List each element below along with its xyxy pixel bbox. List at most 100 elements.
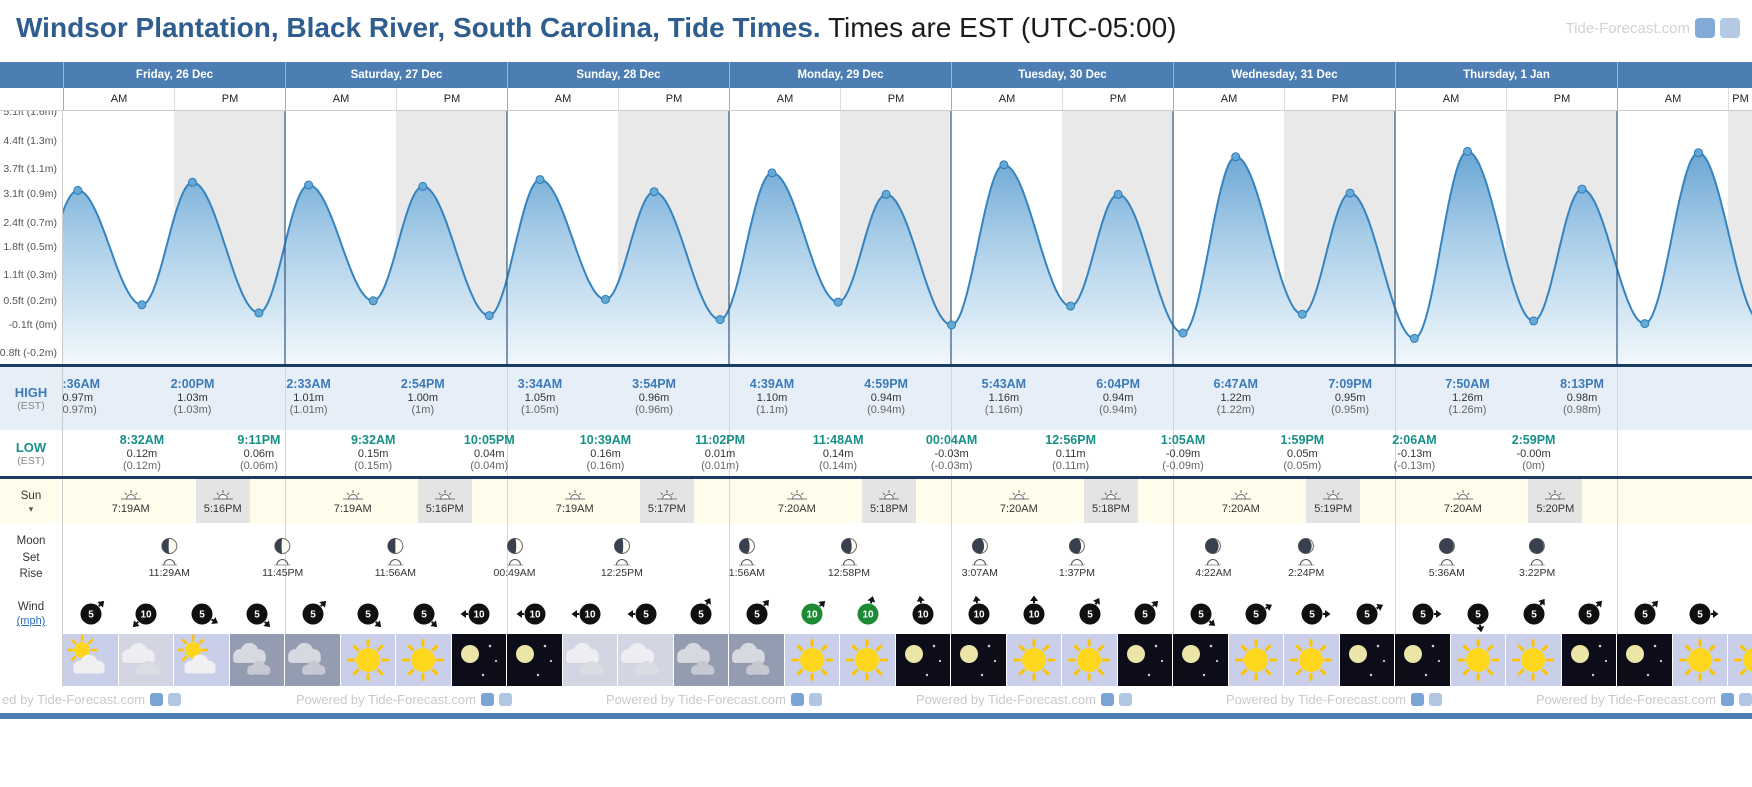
wind-row: Wind (mph) 5 10 5 5 5 5 5 10 10 10 5 5 5 10 10 10 10 10 5 5 5 5… — [0, 593, 1752, 633]
social-icon[interactable] — [150, 693, 164, 706]
weather-tile-night — [507, 634, 562, 686]
weather-tile-cloud-dark — [673, 634, 728, 686]
wind-badge-icon: 5 — [357, 603, 382, 628]
social-icon[interactable] — [168, 693, 182, 706]
social-icon[interactable] — [1695, 18, 1715, 38]
footer-credit-link[interactable]: Powered by Tide-Forecast.com — [916, 692, 1096, 707]
watermark-link[interactable]: Tide-Forecast.com — [1565, 19, 1690, 37]
low-tide-dot — [1529, 316, 1539, 326]
low-tide-entry: 8:32AM 0.12m (0.12m) — [120, 430, 164, 472]
high-tide-dot — [1231, 152, 1241, 162]
wind-badge-icon: 5 — [746, 599, 769, 625]
night-weather-icon — [516, 644, 553, 677]
high-tide-entry: 2:54PM 1.00m (1m) — [401, 367, 445, 416]
footer-credit-link[interactable]: Powered by Tide-Forecast.com — [1536, 692, 1716, 707]
sunset-entry: 5:17PM — [639, 479, 694, 523]
site-watermark: Tide-Forecast.com — [1566, 18, 1740, 38]
social-icon[interactable] — [480, 693, 494, 706]
sunrise-entry: 7:19AM — [112, 479, 150, 523]
wind-speed-value: 10 — [807, 610, 819, 621]
moonrise-arch-icon — [1438, 559, 1455, 566]
day-boundary-line — [1395, 367, 1396, 687]
low-tide-entry: 1:05AM -0.09m (-0.09m) — [1161, 430, 1205, 472]
cloud-dark-weather-icon — [232, 642, 270, 675]
social-icon[interactable] — [1720, 18, 1740, 38]
sun-caret-icon[interactable]: ▾ — [28, 503, 34, 514]
sun-set-time: 5:20PM — [1536, 502, 1575, 515]
footer-credit: Powered by Tide-Forecast.com — [606, 692, 822, 707]
wind-badge: 5 — [1071, 595, 1109, 638]
wind-speed-value: 5 — [88, 610, 94, 621]
high-tide-height-alt: (1.26m) — [1448, 404, 1487, 416]
high-tide-dot — [649, 187, 659, 197]
high-tide-height-alt: (0.96m) — [635, 404, 674, 416]
high-tide-dot — [188, 177, 197, 187]
social-icon[interactable] — [808, 693, 822, 706]
social-icon[interactable] — [1118, 693, 1132, 706]
high-tide-height: 1.16m — [988, 392, 1020, 404]
low-tide-dot — [1066, 301, 1076, 311]
moonset-entry: 11:29AM — [149, 523, 190, 593]
footer-credit-link[interactable]: Powered by Tide-Forecast.com — [606, 692, 786, 707]
sunset-icon — [1101, 489, 1122, 499]
wind-badge: 5 — [405, 595, 443, 638]
y-axis-tick: 5.1ft (1.6m) — [3, 111, 57, 119]
sun-weather-icon — [1290, 639, 1332, 681]
social-icon[interactable] — [1410, 693, 1424, 706]
low-tide-time: 11:02PM — [695, 433, 746, 447]
footer-credit-link[interactable]: ed by Tide-Forecast.com — [2, 692, 146, 707]
low-tide-height: -0.03m — [934, 448, 969, 460]
social-icon[interactable] — [790, 693, 804, 706]
wind-speed-value: 5 — [199, 610, 205, 621]
wind-badge: 5 — [1237, 595, 1275, 638]
footer-credit-link[interactable]: Powered by Tide-Forecast.com — [1226, 692, 1406, 707]
footer-credit: Powered by Tide-Forecast.com — [916, 692, 1132, 707]
weather-tile-sun — [396, 634, 451, 686]
high-tide-height: 1.10m — [756, 392, 788, 404]
moon-rise-time: 1:56AM — [728, 567, 765, 579]
low-tide-time: 2:06AM — [1392, 433, 1437, 447]
y-axis-tick: 0.5ft (0.2m) — [3, 294, 57, 307]
weather-tile-sun — [1506, 634, 1561, 686]
moon-row: Moon Set Rise 11:29AM 11:45PM 11:56AM 00:49AM 1… — [0, 523, 1752, 593]
day-header-4: Tuesday, 30 Dec — [951, 62, 1173, 88]
social-icon[interactable] — [1100, 693, 1114, 706]
sun-set-time: 5:19PM — [1314, 502, 1353, 515]
sunrise-icon — [1452, 489, 1473, 499]
social-icon[interactable] — [1428, 693, 1442, 706]
high-tide-height-alt: (1.01m) — [289, 404, 328, 416]
high-label: HIGH — [14, 385, 48, 400]
high-tide-time: 6:04PM — [1096, 377, 1140, 391]
wind-unit-link[interactable]: (mph) — [16, 615, 46, 628]
cloud-weather-icon — [621, 642, 659, 675]
wind-speed-value: 10 — [862, 610, 874, 621]
wind-arrow-icon — [972, 595, 981, 604]
weather-tile-night — [451, 634, 506, 686]
wind-badge: 5 — [1681, 595, 1719, 638]
wind-badge-icon: 5 — [1578, 600, 1603, 625]
sunset-entry: 5:16PM — [195, 479, 250, 523]
moon-phase-icon — [387, 538, 404, 554]
sunrise-entry: 7:19AM — [556, 479, 594, 523]
high-tide-height: 1.03m — [177, 392, 208, 404]
high-tide-time: 3:34AM — [517, 377, 563, 391]
wind-arrow-icon — [1092, 597, 1100, 605]
low-tide-height-alt: (-0.13m) — [1393, 460, 1436, 472]
low-tide-height: 0.12m — [126, 448, 158, 460]
high-tide-entry: 2:00PM 1.03m (1.03m) — [171, 367, 215, 416]
wind-arrow-icon — [1595, 600, 1603, 608]
high-tide-height: 1.22m — [1220, 392, 1252, 404]
low-tide-height-alt: (0.12m) — [122, 460, 161, 472]
wind-badge-icon: 10 — [571, 603, 601, 625]
wind-speed-value: 5 — [698, 610, 704, 621]
social-icon[interactable] — [1738, 693, 1752, 706]
low-tide-dot — [947, 320, 957, 330]
sun-rise-time: 7:19AM — [111, 502, 150, 515]
high-tide-entry: 3:34AM 1.05m (1.05m) — [518, 367, 562, 416]
wind-arrow-icon — [133, 620, 140, 628]
footer-credit-link[interactable]: Powered by Tide-Forecast.com — [296, 692, 476, 707]
wind-badge-icon: 5 — [1245, 603, 1273, 625]
wind-badge-icon: 5 — [627, 603, 657, 625]
social-icon[interactable] — [498, 693, 512, 706]
social-icon[interactable] — [1720, 693, 1734, 706]
